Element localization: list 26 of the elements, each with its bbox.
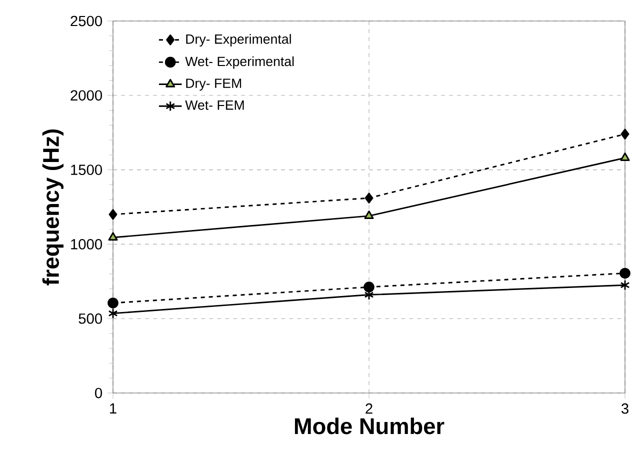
point xyxy=(108,232,118,241)
point xyxy=(108,298,118,308)
point xyxy=(364,210,374,219)
point xyxy=(620,280,630,291)
x-tick-label: 3 xyxy=(621,403,628,414)
point xyxy=(108,209,118,220)
legend-label: Dry- FEM xyxy=(186,78,242,91)
x-axis-title: Mode Number xyxy=(294,418,444,434)
point xyxy=(364,282,374,292)
y-tick-label: 1000 xyxy=(71,239,102,250)
legend-label: Wet- Experimental xyxy=(185,56,294,69)
x-tick-label: 2 xyxy=(366,403,372,414)
x-tick-label: 1 xyxy=(110,403,116,414)
y-tick-label: 2000 xyxy=(70,90,102,101)
point xyxy=(108,308,118,319)
legend-label: Wet- FEM xyxy=(185,100,244,110)
y-tick-label: 0 xyxy=(95,388,102,398)
y-tick-label: 1500 xyxy=(71,164,102,175)
legend-label: Dry- Experimental xyxy=(186,34,291,46)
point xyxy=(620,152,630,161)
y-tick-label: 2500 xyxy=(70,16,102,26)
y-axis-title: frequency (Hz) xyxy=(42,129,64,286)
point xyxy=(620,128,630,140)
y-tick-label: 500 xyxy=(78,313,102,324)
point xyxy=(364,192,374,204)
point xyxy=(620,268,630,279)
